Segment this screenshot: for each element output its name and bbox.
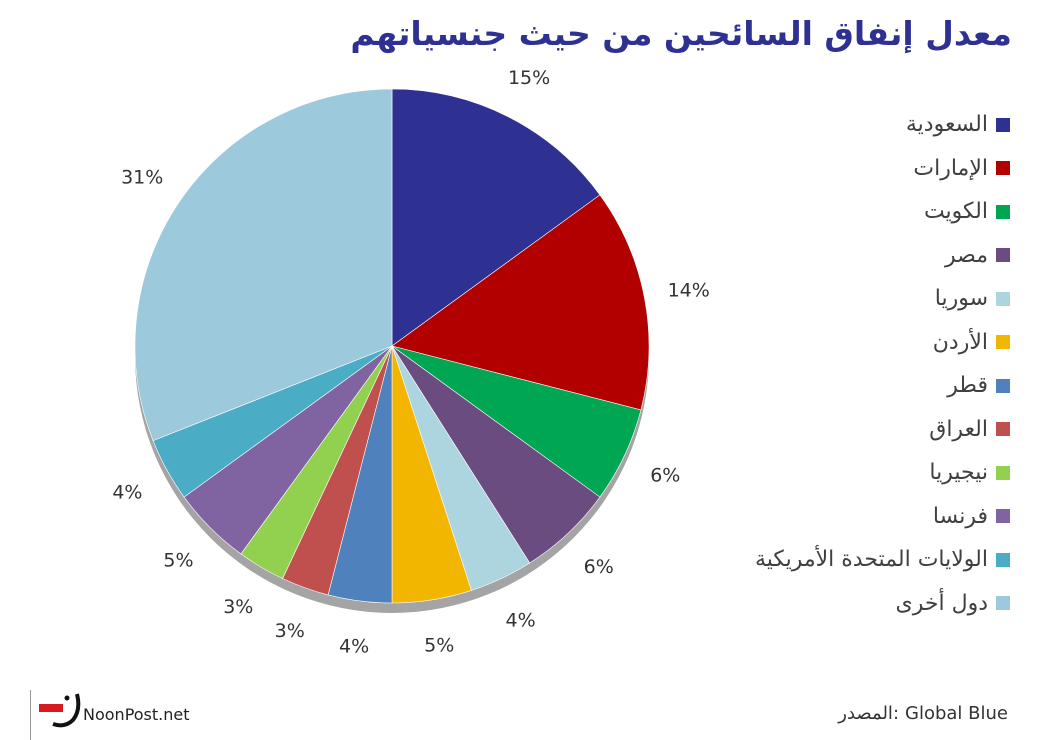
slice-percent-label: 6%: [584, 556, 614, 578]
slice-percent-label: 6%: [650, 465, 680, 487]
legend-item: دول أخرى: [690, 582, 1010, 626]
slice-percent-label: 3%: [275, 620, 305, 642]
legend-swatch: [996, 596, 1010, 611]
source-value: Global Blue: [905, 703, 1008, 724]
legend-label: الولايات المتحدة الأمريكية: [755, 547, 988, 573]
legend-swatch: [996, 465, 1010, 480]
legend-swatch: [996, 161, 1010, 176]
legend-label: دول أخرى: [895, 590, 988, 616]
brand-block: NoonPost.net: [30, 690, 201, 740]
legend-item: نيجيريا: [690, 451, 1010, 495]
legend-swatch: [996, 248, 1010, 263]
legend-swatch: [996, 335, 1010, 350]
legend-item: قطر: [690, 364, 1010, 408]
slice-percent-label: 4%: [112, 482, 142, 504]
slice-percent-label: 14%: [668, 279, 710, 301]
pie-slice: [391, 194, 650, 411]
legend-swatch: [996, 117, 1010, 132]
legend-swatch: [996, 552, 1010, 567]
legend-swatch: [996, 378, 1010, 393]
pie-chart: 15% 14% 6% 6% 4% 5% 4% 3% 3% 5% 4% 31%: [112, 67, 710, 658]
source-line: المصدر: Global Blue: [838, 703, 1008, 724]
pie-slice: [134, 88, 393, 441]
slice-percent-label: 3%: [223, 596, 253, 618]
legend-label: سوريا: [934, 286, 988, 312]
legend-label: نيجيريا: [929, 460, 988, 486]
legend-item: الإمارات: [690, 147, 1010, 191]
brand-site: NoonPost.net: [83, 705, 190, 724]
legend-item: الأردن: [690, 321, 1010, 365]
legend-label: فرنسا: [932, 503, 988, 529]
legend-label: السعودية: [905, 112, 988, 138]
legend-label: الأردن: [932, 329, 988, 355]
slice-percent-label: 5%: [424, 634, 454, 656]
legend-label: الكويت: [923, 199, 988, 225]
slice-percent-label: 15%: [508, 67, 550, 89]
chart-legend: السعودية الإمارات الكويت مصر سوريا الأردن قطر ا…: [690, 103, 1010, 625]
legend-item: السعودية: [690, 103, 1010, 147]
slice-percent-label: 5%: [163, 550, 193, 572]
legend-item: سوريا: [690, 277, 1010, 321]
legend-label: الإمارات: [913, 155, 988, 181]
legend-label: العراق: [929, 416, 988, 442]
legend-item: فرنسا: [690, 495, 1010, 539]
legend-swatch: [996, 509, 1010, 524]
slice-percent-label: 4%: [339, 636, 369, 658]
chart-title: معدل إنفاق السائحين من حيث جنسياتهم: [350, 14, 1012, 53]
noonpost-logo: [39, 693, 81, 728]
legend-swatch: [996, 291, 1010, 306]
legend-item: مصر: [690, 234, 1010, 278]
legend-label: قطر: [947, 373, 988, 399]
slice-percent-label: 31%: [121, 166, 163, 188]
legend-item: الولايات المتحدة الأمريكية: [690, 538, 1010, 582]
legend-swatch: [996, 204, 1010, 219]
pie-slice: [391, 88, 601, 347]
legend-label: مصر: [944, 242, 988, 268]
legend-swatch: [996, 422, 1010, 437]
legend-item: العراق: [690, 408, 1010, 452]
slice-percent-label: 4%: [506, 609, 536, 631]
source-label: المصدر:: [838, 703, 900, 724]
legend-item: الكويت: [690, 190, 1010, 234]
